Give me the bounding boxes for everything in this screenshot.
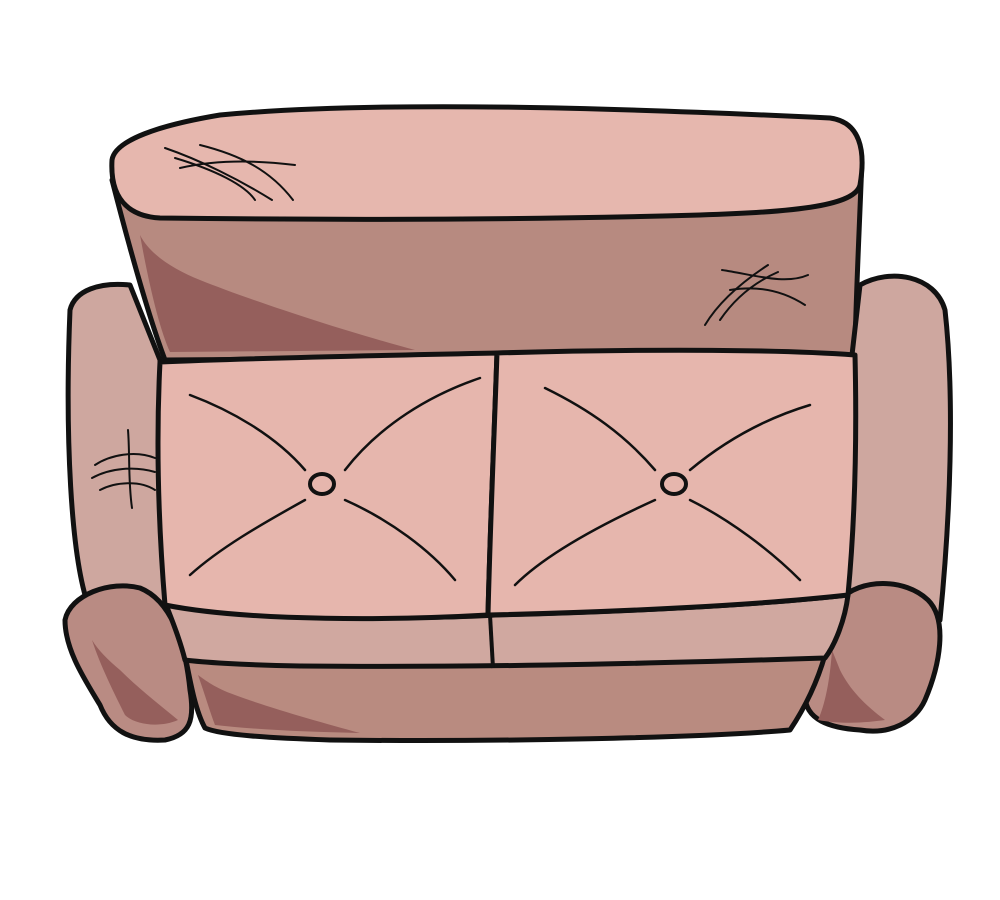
armrest-left-shadow (92, 640, 178, 725)
backrest-shadow (140, 235, 415, 352)
seat-front-divider (488, 614, 495, 669)
sofa-base-shadow (198, 675, 360, 733)
cushion-left-button (308, 472, 336, 496)
armrest-left-front (62, 583, 195, 743)
backrest-scratch-left (164, 144, 296, 201)
backrest-top (109, 104, 865, 222)
armrest-left-scratch (91, 429, 156, 509)
cushion-right-button (660, 472, 688, 496)
cushion-right-tufting (513, 386, 812, 587)
cushion-left-tufting (188, 376, 482, 582)
armrest-right (832, 273, 953, 623)
backrest-scratch-right (704, 264, 809, 326)
armrest-right-shadow (818, 650, 885, 723)
armrest-left (65, 281, 171, 623)
